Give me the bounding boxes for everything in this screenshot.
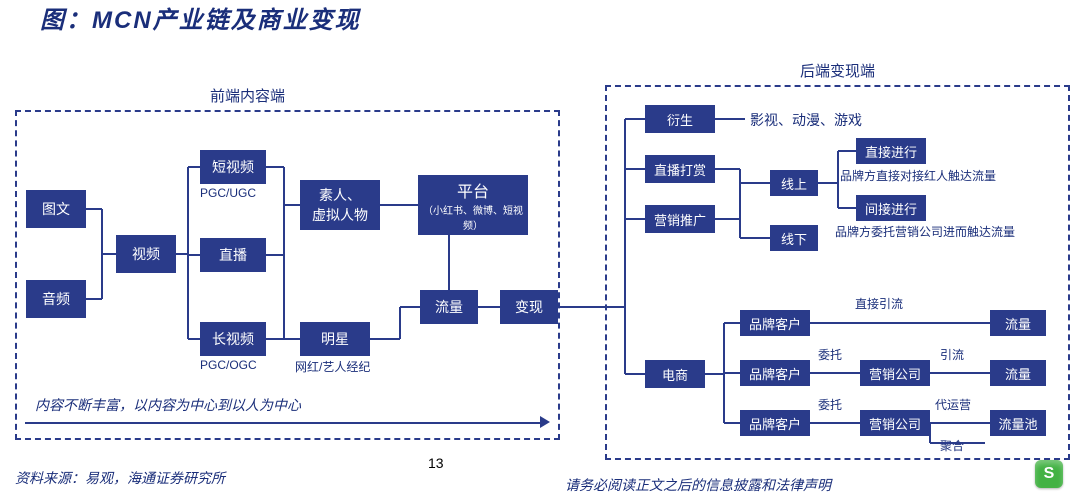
node-tuwen: 图文 xyxy=(26,190,86,228)
diagram-title: 图：MCN产业链及商业变现 xyxy=(40,0,361,35)
node-liuliang: 流量 xyxy=(420,290,478,324)
node-dianshang: 电商 xyxy=(645,360,705,388)
node-bianxian: 变现 xyxy=(500,290,558,324)
node-yingxiaotuiguang: 营销推广 xyxy=(645,205,715,233)
ann-yingshi: 影视、动漫、游戏 xyxy=(750,110,862,130)
note-arrow-head xyxy=(540,416,550,428)
ann-daiyunying: 代运营 xyxy=(935,396,971,413)
section-left-label: 前端内容端 xyxy=(210,85,285,106)
ann-pgc-ugc: PGC/UGC xyxy=(200,186,256,200)
app-badge-icon: S xyxy=(1035,460,1063,488)
pingtai-title: 平台 xyxy=(457,178,489,202)
ann-zhijieyinliu: 直接引流 xyxy=(855,295,903,312)
node-jianjiejin: 间接进行 xyxy=(856,195,926,221)
ann-weituo2: 委托 xyxy=(818,396,842,413)
note-arrow-line xyxy=(25,422,540,424)
node-pingtai: 平台 （小红书、微博、短视频） xyxy=(418,175,528,235)
ann-brand-indirect: 品牌方委托营销公司进而触达流量 xyxy=(835,223,1015,240)
node-duanshipin: 短视频 xyxy=(200,150,266,184)
node-zhijiejin: 直接进行 xyxy=(856,138,926,164)
node-yinpin: 音频 xyxy=(26,280,86,318)
node-pinpaikehu1: 品牌客户 xyxy=(740,310,810,336)
node-xianxia: 线下 xyxy=(770,225,818,251)
ann-yinliu: 引流 xyxy=(940,346,964,363)
source-text: 资料来源：易观，海通证券研究所 xyxy=(15,468,225,488)
node-mingxing: 明星 xyxy=(300,322,370,356)
node-shipin: 视频 xyxy=(116,235,176,273)
node-zhibo: 直播 xyxy=(200,238,266,272)
footer-right: 请务必阅读正文之后的信息披露和法律声明 xyxy=(565,475,831,495)
node-yingxiaogs1: 营销公司 xyxy=(860,360,930,386)
node-liuliang-r1: 流量 xyxy=(990,310,1046,336)
node-zhibodashang: 直播打赏 xyxy=(645,155,715,183)
ann-wanghong: 网红/艺人经纪 xyxy=(295,358,370,375)
page-number: 13 xyxy=(428,455,444,471)
node-pinpaikehu3: 品牌客户 xyxy=(740,410,810,436)
ann-weituo1: 委托 xyxy=(818,346,842,363)
node-xianshang: 线上 xyxy=(770,170,818,196)
node-liuliang-r2: 流量 xyxy=(990,360,1046,386)
front-content-box xyxy=(15,110,560,440)
section-right-label: 后端变现端 xyxy=(800,60,875,81)
note-text: 内容不断丰富，以内容为中心到以人为中心 xyxy=(35,395,301,415)
ann-brand-direct: 品牌方直接对接红人触达流量 xyxy=(840,167,996,184)
ann-pgc-ogc: PGC/OGC xyxy=(200,358,257,372)
node-liuliangchi: 流量池 xyxy=(990,410,1046,436)
node-changshipin: 长视频 xyxy=(200,322,266,356)
node-pinpaikehu2: 品牌客户 xyxy=(740,360,810,386)
pingtai-sub: （小红书、微博、短视频） xyxy=(420,202,526,232)
node-yansheng: 衍生 xyxy=(645,105,715,133)
node-yingxiaogs2: 营销公司 xyxy=(860,410,930,436)
node-suren: 素人、 虚拟人物 xyxy=(300,180,380,230)
ann-juhe: 聚合 xyxy=(940,437,964,454)
